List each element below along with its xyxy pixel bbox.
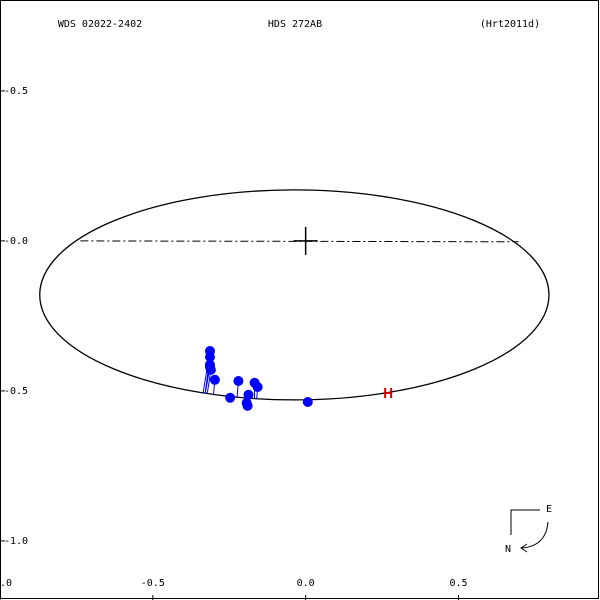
- compass-n: N: [505, 544, 511, 555]
- y-tick-label: -1.0: [4, 536, 28, 547]
- x-tick-label: -0.5: [141, 578, 165, 589]
- observation: [302, 397, 313, 407]
- observation: [252, 382, 263, 392]
- observation: [242, 400, 253, 411]
- observation: [225, 392, 236, 403]
- compass: [510, 509, 549, 553]
- compass-arrow: [521, 521, 549, 549]
- observation: [204, 361, 215, 372]
- primary-star: [293, 226, 318, 255]
- compass-arrowhead: [520, 543, 528, 553]
- x-tick-label: 0.5: [449, 578, 467, 589]
- y-tick-label: -0.0: [4, 236, 28, 247]
- x-tick-label: -1.0: [0, 578, 12, 589]
- observation: [243, 389, 254, 400]
- x-tick-label: 0.0: [297, 578, 315, 589]
- header-ref: (Hrt2011d): [480, 19, 540, 30]
- y-tick-label: -0.5: [4, 86, 28, 97]
- y-tick-label: -0.5: [4, 386, 28, 397]
- observation: [204, 352, 215, 362]
- header-wds: WDS 02022-2402: [58, 19, 142, 30]
- predicted-position: [384, 388, 393, 398]
- observation: [233, 376, 244, 386]
- header-name: HDS 272AB: [268, 19, 322, 30]
- observation: [209, 374, 220, 385]
- compass-axes: [510, 509, 540, 535]
- compass-e: E: [546, 504, 552, 515]
- orbit: [39, 189, 550, 401]
